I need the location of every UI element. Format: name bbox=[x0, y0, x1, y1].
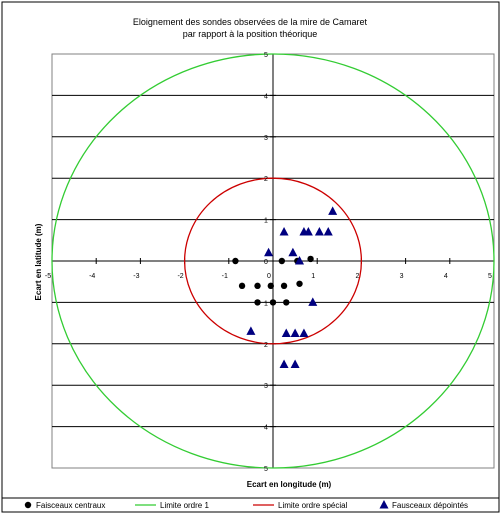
data-point bbox=[328, 206, 338, 215]
chart-subtitle: par rapport à la position théorique bbox=[183, 29, 318, 39]
data-point bbox=[288, 247, 298, 257]
y-tick-label: 1 bbox=[264, 300, 268, 307]
data-points bbox=[232, 206, 338, 368]
y-tick-label: 2 bbox=[264, 342, 268, 349]
data-point bbox=[254, 282, 261, 290]
data-point bbox=[290, 328, 300, 337]
x-tick-label: 3 bbox=[400, 273, 404, 280]
y-tick-label: 0 bbox=[264, 259, 268, 266]
data-point bbox=[281, 328, 291, 337]
data-point bbox=[269, 299, 277, 306]
limit-circles bbox=[51, 53, 495, 469]
x-axis-label: Ecart en longitude (m) bbox=[247, 480, 332, 489]
x-tick-label: 2 bbox=[355, 273, 359, 280]
data-point bbox=[299, 328, 309, 337]
y-tick-label: 4 bbox=[264, 425, 268, 432]
legend-box bbox=[1, 497, 500, 513]
tick-labels: -5 -4 -3 -2 -1 0 1 2 3 4 5 5 4 3 2 1 0 1 2 3 4 5 bbox=[45, 52, 492, 473]
data-point bbox=[254, 299, 261, 306]
legend: Faisceaux centraux Limite ordre 1 Limite o… bbox=[1, 497, 500, 513]
y-axis-label: Ecart en latitude (m) bbox=[34, 223, 43, 300]
x-tick-label: 0 bbox=[267, 273, 271, 280]
y-tick-label: 5 bbox=[264, 52, 268, 59]
limit-circle bbox=[183, 177, 363, 345]
data-point bbox=[303, 227, 313, 236]
data-point bbox=[238, 282, 246, 290]
legend-label: Limite ordre spécial bbox=[278, 501, 348, 510]
legend-marker bbox=[24, 501, 32, 509]
data-point bbox=[307, 255, 314, 263]
data-point bbox=[283, 299, 290, 306]
y-tick-label: 5 bbox=[264, 466, 268, 473]
y-tick-label: 4 bbox=[264, 93, 268, 100]
x-tick-label: -3 bbox=[133, 273, 139, 280]
y-tick-label: 3 bbox=[264, 383, 268, 390]
data-point bbox=[232, 257, 239, 265]
data-point bbox=[296, 280, 303, 287]
data-point bbox=[314, 227, 324, 236]
x-tick-label: 5 bbox=[488, 273, 492, 280]
chart-title: Eloignement des sondes observées de la m… bbox=[133, 17, 368, 27]
y-tick-label: 1 bbox=[264, 218, 268, 225]
data-point bbox=[267, 282, 274, 290]
legend-marker bbox=[379, 500, 389, 509]
data-point bbox=[323, 227, 333, 236]
x-tick-label: -4 bbox=[89, 273, 95, 280]
data-point bbox=[295, 256, 305, 265]
data-point bbox=[246, 326, 256, 335]
data-point bbox=[278, 257, 286, 265]
data-point bbox=[308, 297, 318, 306]
data-point bbox=[280, 282, 288, 290]
x-tick-label: 1 bbox=[311, 273, 315, 280]
legend-label: Faisceaux centraux bbox=[36, 501, 105, 510]
x-tick-label: -1 bbox=[222, 273, 228, 280]
limit-circle bbox=[51, 53, 495, 469]
legend-label: Fausceaux dépointés bbox=[392, 501, 468, 510]
x-tick-label: -5 bbox=[45, 273, 51, 280]
data-point bbox=[290, 359, 300, 368]
data-point bbox=[279, 227, 289, 236]
y-tick-label: 2 bbox=[264, 176, 268, 183]
data-point bbox=[264, 247, 274, 257]
x-tick-label: 4 bbox=[444, 273, 448, 280]
y-tick-label: 3 bbox=[264, 135, 268, 142]
data-point bbox=[279, 359, 289, 368]
x-tick-label: -2 bbox=[177, 273, 183, 280]
legend-label: Limite ordre 1 bbox=[160, 501, 209, 510]
